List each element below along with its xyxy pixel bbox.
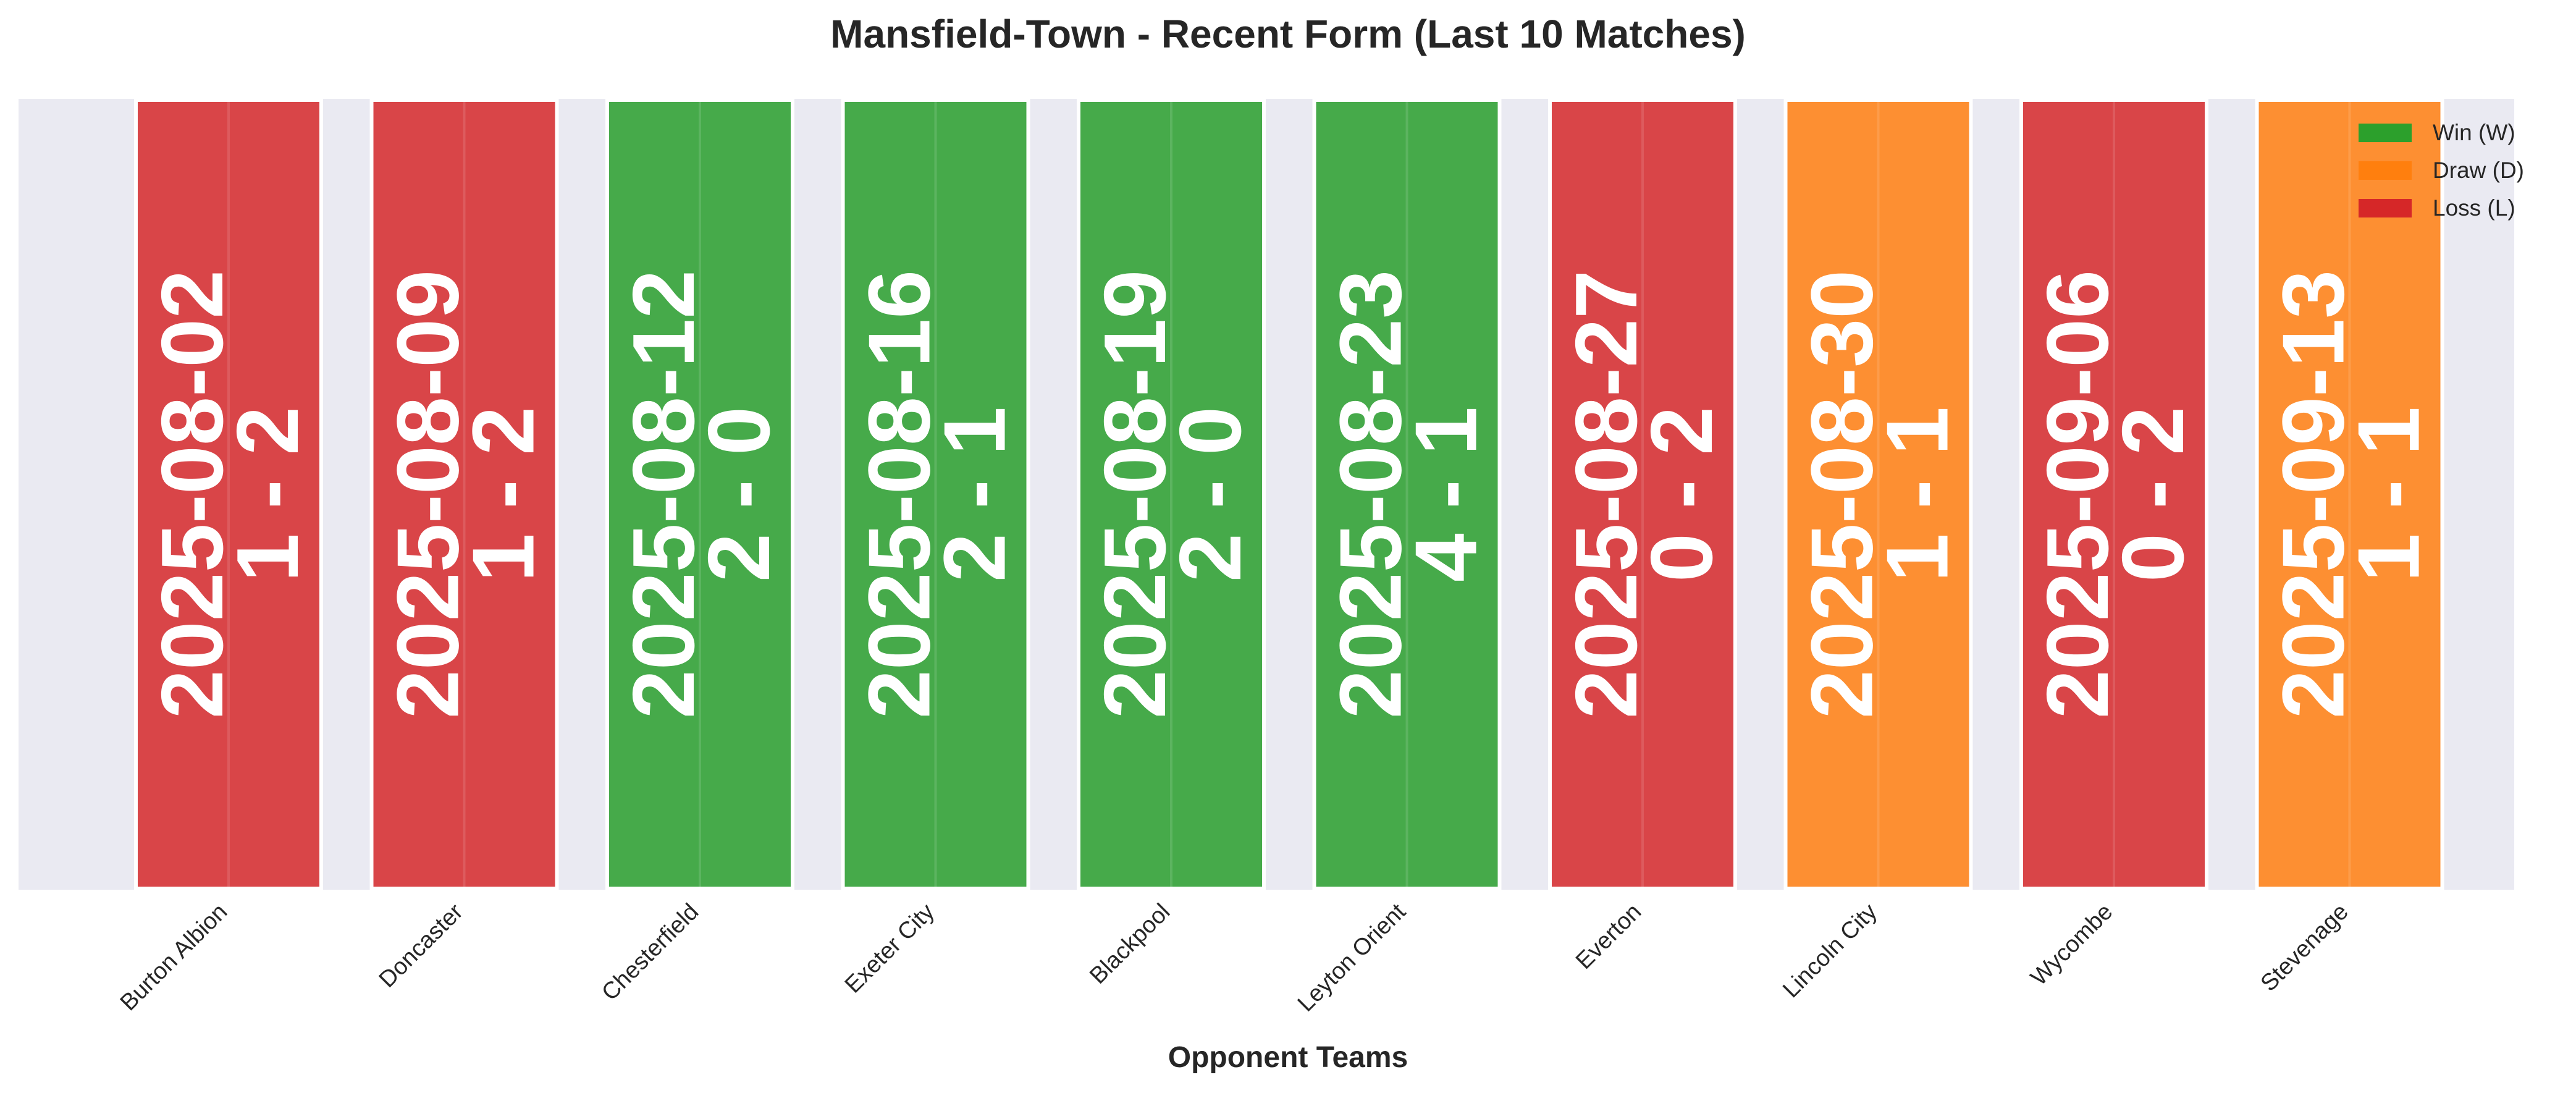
- bar-score-label: 1 - 2: [219, 407, 317, 582]
- bar-blackpool: [1077, 98, 1266, 890]
- x-tick-label: Doncaster: [374, 898, 468, 992]
- bar-date-label: 2025-08-27: [1557, 270, 1656, 719]
- x-tick-label: Chesterfield: [597, 899, 704, 1006]
- legend: Win (W) Draw (D) Loss (L): [2359, 120, 2524, 221]
- bar-score-label: 2 - 0: [690, 407, 788, 582]
- bar-score-label: 2 - 0: [1161, 407, 1260, 582]
- x-tick-label: Stevenage: [2256, 899, 2354, 997]
- bar-leyton-orient: [1312, 98, 1502, 890]
- bar-score-label: 0 - 2: [2104, 407, 2202, 582]
- bar-value-label: 2025-08-091 - 2: [379, 270, 553, 719]
- bar-lincoln-city: [1783, 98, 1973, 890]
- bar-value-label: 2025-09-131 - 1: [2265, 270, 2438, 719]
- bars-group: [134, 98, 2444, 890]
- x-tick-label: Everton: [1571, 899, 1646, 974]
- bar-score-label: 0 - 2: [1633, 407, 1731, 582]
- bar-date-label: 2025-08-12: [615, 270, 713, 719]
- bar-date-label: 2025-08-30: [1793, 270, 1892, 719]
- bar-value-label: 2025-08-301 - 1: [1793, 270, 1967, 719]
- bar-date-label: 2025-08-02: [143, 270, 242, 719]
- legend-swatch-w: [2359, 124, 2412, 142]
- x-tick-label: Wycombe: [2026, 899, 2118, 991]
- bar-score-label: 1 - 1: [2340, 407, 2438, 582]
- bar-doncaster: [369, 98, 559, 890]
- bar-wycombe: [2019, 98, 2208, 890]
- bar-date-label: 2025-09-13: [2265, 270, 2363, 719]
- bar-value-label: 2025-08-162 - 1: [851, 270, 1024, 719]
- legend-label-w: Win (W): [2433, 120, 2515, 145]
- bar-exeter-city: [841, 98, 1030, 890]
- bar-score-label: 2 - 1: [926, 407, 1024, 582]
- x-axis-label: Opponent Teams: [1168, 1041, 1408, 1074]
- bar-value-label: 2025-08-192 - 0: [1086, 270, 1260, 719]
- bar-chesterfield: [605, 98, 794, 890]
- bar-value-label: 2025-08-021 - 2: [143, 270, 317, 719]
- bar-date-label: 2025-08-19: [1086, 270, 1184, 719]
- bar-date-label: 2025-08-23: [1322, 270, 1420, 719]
- legend-swatch-d: [2359, 161, 2412, 180]
- bar-labels-group: 2025-08-021 - 2 2025-08-091 - 2 2025-08-12…: [143, 270, 2438, 719]
- x-tick-label: Exeter City: [840, 899, 940, 998]
- legend-label-l: Loss (L): [2433, 195, 2515, 221]
- bar-stevenage: [2255, 98, 2444, 890]
- chart-title: Mansfield-Town - Recent Form (Last 10 Ma…: [830, 12, 1746, 56]
- bar-value-label: 2025-08-270 - 2: [1557, 270, 1731, 719]
- bar-date-label: 2025-08-09: [379, 270, 478, 719]
- bar-score-label: 1 - 2: [455, 407, 553, 582]
- bar-date-label: 2025-09-06: [2029, 270, 2127, 719]
- bar-value-label: 2025-08-234 - 1: [1322, 270, 1496, 719]
- x-tick-label: Leyton Orient: [1293, 898, 1411, 1016]
- bar-score-label: 1 - 1: [1869, 407, 1967, 582]
- bar-value-label: 2025-09-060 - 2: [2029, 270, 2202, 719]
- legend-label-d: Draw (D): [2433, 158, 2524, 183]
- x-tick-label: Lincoln City: [1778, 899, 1882, 1003]
- x-tick-label: Blackpool: [1085, 899, 1175, 989]
- x-tick-label: Burton Albion: [116, 899, 233, 1016]
- legend-swatch-l: [2359, 199, 2412, 217]
- bar-score-label: 4 - 1: [1397, 407, 1496, 582]
- bar-date-label: 2025-08-16: [851, 270, 949, 719]
- bar-burton-albion: [134, 98, 323, 890]
- bar-everton: [1548, 98, 1737, 890]
- x-tick-labels: Burton Albion Doncaster Chesterfield Exeter…: [116, 898, 2354, 1016]
- bar-value-label: 2025-08-122 - 0: [615, 270, 788, 719]
